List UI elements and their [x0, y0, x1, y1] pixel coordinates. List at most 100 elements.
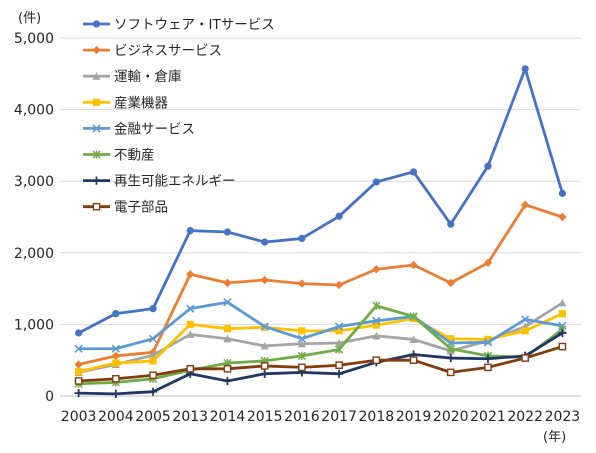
data-point [483, 354, 493, 363]
data-point [372, 178, 380, 186]
data-point [112, 375, 120, 383]
data-point [223, 325, 232, 333]
data-point [74, 377, 83, 385]
data-point [558, 310, 566, 318]
legend-label: 再生可能エネルギー [114, 174, 236, 190]
data-point [260, 322, 269, 331]
data-point [74, 389, 83, 398]
data-point [223, 334, 232, 343]
data-point [372, 301, 381, 310]
data-point [409, 168, 418, 176]
data-point [335, 369, 344, 378]
legend-item: 不動産 [83, 148, 155, 164]
x-tick-label: 2018 [359, 409, 395, 425]
legend-label: 金融サービス [114, 121, 195, 137]
series-line [78, 345, 563, 383]
data-point [558, 298, 567, 307]
data-point [335, 327, 343, 335]
x-tick-label: 2016 [284, 409, 320, 425]
data-point [149, 357, 157, 365]
y-tick-label: 4,000 [14, 103, 54, 119]
data-point [223, 278, 232, 288]
legend-label: 運輸・倉庫 [114, 69, 182, 85]
legend-marker [92, 176, 101, 185]
x-tick-label: 2004 [98, 409, 134, 425]
data-point [483, 338, 493, 347]
legend-marker [92, 20, 101, 28]
data-point [186, 270, 195, 279]
data-point [521, 354, 529, 362]
data-point [186, 330, 195, 339]
x-tick-label: 2023 [545, 409, 581, 425]
x-tick-label: 2020 [433, 409, 469, 425]
legend-item: ソフトウェア・ITサービス [83, 17, 275, 33]
data-point [112, 310, 120, 318]
series-line [77, 67, 564, 335]
legend-label: ソフトウェア・ITサービス [114, 17, 275, 33]
data-point [148, 387, 158, 396]
legend-item: ビジネスサービス [83, 43, 222, 59]
x-tick-label: 2013 [172, 409, 208, 425]
data-point [111, 389, 120, 398]
y-tick-label: 2,000 [14, 246, 54, 262]
data-point [409, 312, 418, 321]
data-point [446, 344, 455, 353]
data-point [111, 351, 121, 361]
data-point [223, 228, 232, 236]
data-point [297, 279, 307, 288]
x-tick-label: 2014 [210, 409, 246, 425]
data-point [521, 327, 529, 335]
data-point [447, 220, 455, 228]
data-point [186, 364, 195, 373]
x-tick-label: 2005 [135, 409, 171, 425]
data-point [558, 189, 566, 197]
data-point [149, 371, 157, 380]
data-point [186, 304, 195, 313]
data-point [74, 344, 83, 353]
legend-item: 産業機器 [83, 95, 168, 111]
y-tick-label: 0 [45, 389, 54, 405]
x-tick-label: 2022 [507, 409, 543, 425]
data-point [409, 335, 418, 344]
legend-item: 電子部品 [83, 200, 168, 216]
y-tick-label: 1,000 [14, 317, 54, 333]
data-point [75, 329, 83, 337]
y-tick-label: 5,000 [14, 31, 54, 47]
legend: ソフトウェア・ITサービスビジネスサービス運輸・倉庫産業機器金融サービス不動産再… [83, 17, 275, 216]
data-point [446, 353, 455, 363]
data-point [223, 298, 232, 307]
data-point [558, 342, 567, 351]
data-point [111, 344, 120, 353]
data-point [186, 227, 194, 235]
x-tick-label: 2017 [321, 409, 357, 425]
data-point [334, 280, 344, 290]
data-point [447, 335, 455, 343]
y-axis-unit-label: (件) [18, 11, 41, 26]
data-point [148, 351, 158, 359]
legend-marker [92, 98, 101, 106]
data-point [75, 368, 83, 376]
series-line [78, 312, 563, 374]
data-point [260, 362, 269, 370]
data-point [298, 327, 306, 335]
data-point [186, 320, 194, 328]
data-point [148, 334, 158, 343]
legend-marker [92, 45, 101, 55]
data-point [409, 260, 418, 270]
x-axis-unit-label: (年) [543, 430, 566, 445]
data-point [335, 212, 343, 220]
data-point [260, 275, 269, 285]
data-point [409, 356, 418, 365]
data-point [372, 356, 381, 365]
legend-item: 運輸・倉庫 [83, 69, 182, 85]
legend-item: 金融サービス [83, 121, 195, 137]
series-1 [75, 65, 566, 337]
data-point [297, 351, 307, 361]
legend-marker [92, 72, 101, 80]
legend-label: ビジネスサービス [114, 43, 222, 59]
legend-marker [92, 202, 101, 211]
data-point [335, 338, 344, 347]
data-point [446, 278, 455, 288]
